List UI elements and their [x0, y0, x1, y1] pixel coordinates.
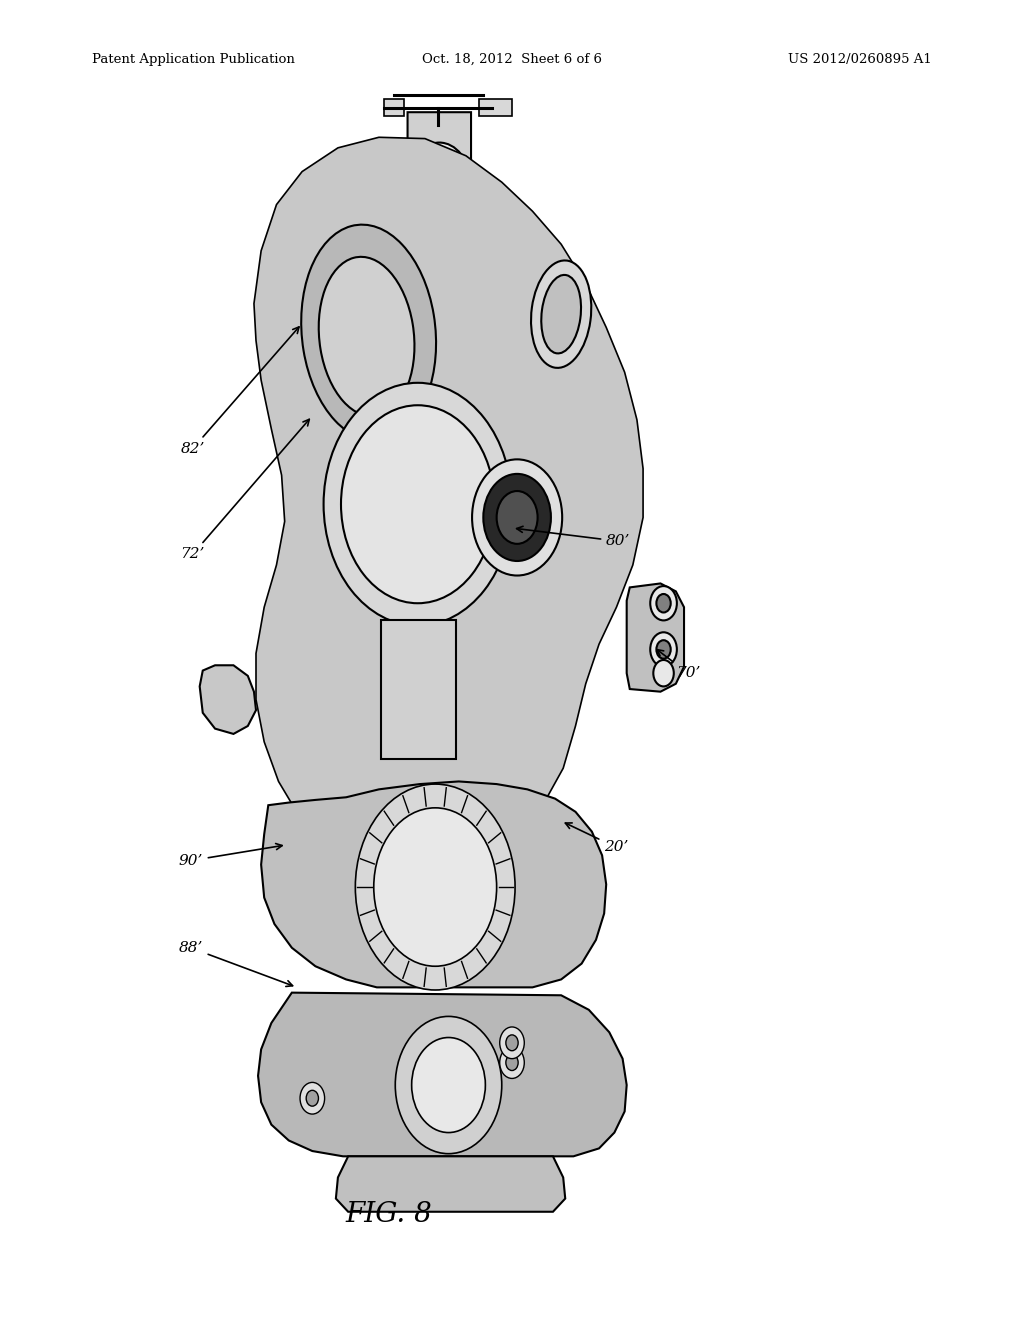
- Circle shape: [412, 1038, 485, 1133]
- Text: FIG. 8: FIG. 8: [346, 1201, 432, 1228]
- Polygon shape: [381, 620, 456, 759]
- Circle shape: [500, 1027, 524, 1059]
- Circle shape: [497, 491, 538, 544]
- Text: Patent Application Publication: Patent Application Publication: [92, 53, 295, 66]
- Circle shape: [650, 586, 677, 620]
- Ellipse shape: [542, 275, 581, 354]
- Text: 82’: 82’: [180, 327, 299, 455]
- Circle shape: [483, 474, 551, 561]
- Polygon shape: [627, 583, 684, 692]
- Circle shape: [355, 784, 515, 990]
- Polygon shape: [256, 285, 338, 359]
- Ellipse shape: [531, 260, 591, 368]
- Text: 72’: 72’: [180, 420, 309, 561]
- Polygon shape: [254, 137, 643, 874]
- Circle shape: [500, 1047, 524, 1078]
- Text: US 2012/0260895 A1: US 2012/0260895 A1: [788, 53, 932, 66]
- Polygon shape: [261, 781, 606, 987]
- Text: 88’: 88’: [178, 941, 293, 986]
- Text: 80’: 80’: [516, 527, 631, 548]
- Polygon shape: [200, 665, 256, 734]
- Circle shape: [472, 459, 562, 576]
- Circle shape: [306, 1090, 318, 1106]
- Circle shape: [395, 1016, 502, 1154]
- Circle shape: [506, 1035, 518, 1051]
- Polygon shape: [336, 1156, 565, 1212]
- Circle shape: [650, 632, 677, 667]
- Text: 90’: 90’: [178, 843, 283, 867]
- Polygon shape: [479, 99, 512, 116]
- Ellipse shape: [318, 257, 415, 416]
- Circle shape: [324, 383, 512, 626]
- Circle shape: [506, 1055, 518, 1071]
- Text: 70’: 70’: [657, 649, 700, 680]
- Circle shape: [656, 594, 671, 612]
- Circle shape: [341, 405, 495, 603]
- Text: 20’: 20’: [565, 822, 629, 854]
- Polygon shape: [258, 993, 627, 1156]
- Polygon shape: [408, 112, 471, 304]
- Circle shape: [423, 161, 456, 203]
- Circle shape: [653, 660, 674, 686]
- Circle shape: [300, 1082, 325, 1114]
- Text: Oct. 18, 2012  Sheet 6 of 6: Oct. 18, 2012 Sheet 6 of 6: [422, 53, 602, 66]
- Polygon shape: [384, 99, 404, 116]
- Circle shape: [656, 640, 671, 659]
- Ellipse shape: [301, 224, 436, 441]
- Circle shape: [374, 808, 497, 966]
- Circle shape: [409, 143, 470, 222]
